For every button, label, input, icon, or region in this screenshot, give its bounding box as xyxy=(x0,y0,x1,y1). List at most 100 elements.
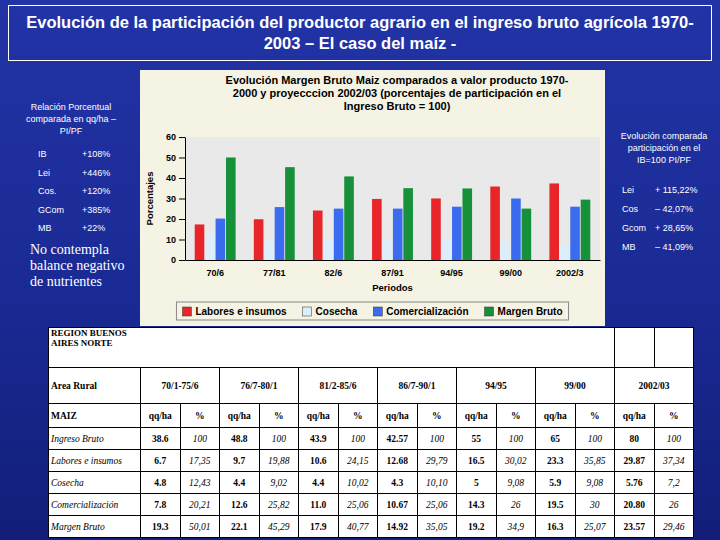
note-label: GCom xyxy=(38,205,64,215)
bar xyxy=(264,242,274,260)
x-tick: 99/00 xyxy=(499,260,522,278)
table-subheader: % xyxy=(496,404,536,428)
bar xyxy=(522,209,532,260)
bar xyxy=(403,188,413,260)
table-cell: 29,46 xyxy=(654,516,694,538)
table-header: 99/00 xyxy=(536,368,615,404)
note-value: – 42,07% xyxy=(655,204,693,214)
y-tick-mark xyxy=(179,158,185,159)
table-cell: 19.5 xyxy=(536,494,576,516)
table-cell: 100 xyxy=(654,428,694,450)
legend-label: Cosecha xyxy=(316,306,358,317)
x-tick-label: 99/00 xyxy=(499,268,522,278)
y-tick: 60 xyxy=(166,132,185,142)
note-label: Lei xyxy=(38,168,50,178)
table-region: REGION BUENOS AIRES NORTE xyxy=(49,328,141,368)
x-tick: 87/91 xyxy=(381,260,404,278)
table-cell: 17,35 xyxy=(180,450,220,472)
table-cell: 35,05 xyxy=(417,516,457,538)
table-subheader: % xyxy=(180,404,220,428)
table-header: 70/1-75/6 xyxy=(141,368,220,404)
legend-swatch xyxy=(485,307,494,316)
bar xyxy=(570,207,580,260)
table-cell: 23.57 xyxy=(615,516,655,538)
table-cell: 4.3 xyxy=(378,472,418,494)
note-value: +120% xyxy=(82,186,110,196)
x-tick-label: 77/81 xyxy=(263,268,286,278)
y-tick-mark xyxy=(179,240,185,241)
note-value: – 41,09% xyxy=(655,242,693,252)
y-axis-line xyxy=(185,138,186,261)
table-cell: 50,01 xyxy=(180,516,220,538)
x-tick: 2002/3 xyxy=(556,260,584,278)
table-subheader: % xyxy=(338,404,378,428)
table-cell: 25,07 xyxy=(575,516,615,538)
note-value: + 28,65% xyxy=(655,223,693,233)
table-row: MAIZqq/ha%qq/ha%qq/ha%qq/ha%qq/ha%qq/ha%… xyxy=(49,404,694,428)
table-cell: 12.68 xyxy=(378,450,418,472)
table-cell: 37,34 xyxy=(654,450,694,472)
bar xyxy=(205,235,215,260)
table-header: 94/95 xyxy=(457,368,536,404)
table-cell: 10.67 xyxy=(378,494,418,516)
table-cell xyxy=(615,328,655,368)
table-cell: 30 xyxy=(575,494,615,516)
table-cell: 4.4 xyxy=(299,472,339,494)
table-cell: 26 xyxy=(496,494,536,516)
table-header: 2002/03 xyxy=(615,368,694,404)
table-subheader: % xyxy=(259,404,299,428)
table-cell: 100 xyxy=(259,428,299,450)
table-cell: 10,02 xyxy=(338,472,378,494)
table-cell: 14.92 xyxy=(378,516,418,538)
y-tick-label: 10 xyxy=(166,235,176,245)
table-row: Labores e insumos6.717,359.719,8810.624,… xyxy=(49,450,694,472)
note-heading: Evolución comparada participación en el … xyxy=(614,130,714,166)
y-tick: 10 xyxy=(166,235,185,245)
legend-swatch xyxy=(182,307,191,316)
note-value: +108% xyxy=(82,149,110,159)
table-cell: 10.6 xyxy=(299,450,339,472)
table-cell: 9,02 xyxy=(259,472,299,494)
legend-swatch xyxy=(303,307,312,316)
table-row: Cosecha4.812,434.49,024.410,024.310,1059… xyxy=(49,472,694,494)
bar xyxy=(382,239,392,260)
table-subheader: MAIZ xyxy=(49,404,141,428)
legend-item: Cosecha xyxy=(303,306,358,317)
note-label: MB xyxy=(38,223,52,233)
y-tick-label: 40 xyxy=(166,173,176,183)
table-subheader: % xyxy=(575,404,615,428)
table-cell: 29,79 xyxy=(417,450,457,472)
table-row: Comercialización7.820,2112.625,8211.025,… xyxy=(49,494,694,516)
table-cell: 7,2 xyxy=(654,472,694,494)
table-cell xyxy=(654,328,694,368)
table-cell: 100 xyxy=(575,428,615,450)
x-tick: 94/95 xyxy=(440,260,463,278)
x-tick-label: 2002/3 xyxy=(556,268,584,278)
table-cell: 23.3 xyxy=(536,450,576,472)
table-cell: Cosecha xyxy=(49,472,141,494)
note-heading: Relación Porcentual comparada en qq/ha –… xyxy=(22,101,120,137)
bar xyxy=(442,241,452,260)
x-tick-label: 87/91 xyxy=(381,268,404,278)
y-tick: 0 xyxy=(171,255,185,265)
note-value: +22% xyxy=(82,223,105,233)
bar xyxy=(393,209,403,260)
y-tick-label: 20 xyxy=(166,214,176,224)
table-cell: 5 xyxy=(457,472,497,494)
legend-swatch xyxy=(373,307,382,316)
table-cell: 19,88 xyxy=(259,450,299,472)
table-cell: 4.8 xyxy=(141,472,181,494)
table-cell: Ingreso Bruto xyxy=(49,428,141,450)
bar xyxy=(216,219,226,260)
table-subheader: qq/ha xyxy=(378,404,418,428)
x-tick-label: 70/6 xyxy=(206,268,224,278)
table-header: 86/7-90/1 xyxy=(378,368,457,404)
bar xyxy=(490,187,500,260)
table-cell: Margen Bruto xyxy=(49,516,141,538)
legend-item: Labores e insumos xyxy=(182,306,287,317)
x-tick: 82/6 xyxy=(325,260,343,278)
note-value: +385% xyxy=(82,205,110,215)
bar xyxy=(372,199,382,260)
table-cell: 43.9 xyxy=(299,428,339,450)
x-tick: 70/6 xyxy=(206,260,224,278)
